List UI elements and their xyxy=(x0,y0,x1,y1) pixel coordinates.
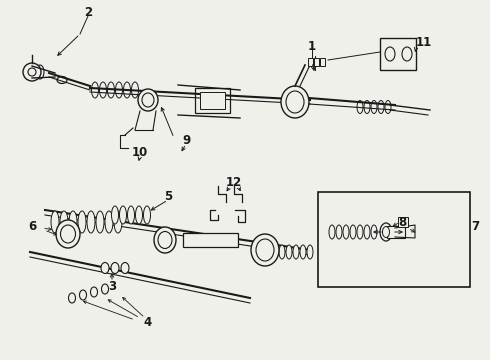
Ellipse shape xyxy=(286,245,292,259)
Ellipse shape xyxy=(99,82,106,98)
Ellipse shape xyxy=(329,225,335,239)
Ellipse shape xyxy=(300,245,306,259)
Ellipse shape xyxy=(357,225,363,239)
Ellipse shape xyxy=(112,206,119,224)
Ellipse shape xyxy=(154,227,176,253)
Ellipse shape xyxy=(343,225,349,239)
Ellipse shape xyxy=(116,82,122,98)
Ellipse shape xyxy=(69,293,75,303)
Ellipse shape xyxy=(385,100,391,113)
Ellipse shape xyxy=(69,211,77,233)
Bar xyxy=(320,58,325,66)
Text: 12: 12 xyxy=(226,175,242,189)
Text: 1: 1 xyxy=(308,40,316,53)
Ellipse shape xyxy=(56,220,80,248)
Ellipse shape xyxy=(364,100,370,113)
Ellipse shape xyxy=(357,100,363,113)
Ellipse shape xyxy=(123,82,130,98)
Ellipse shape xyxy=(142,93,154,107)
Text: 8: 8 xyxy=(398,216,406,229)
Ellipse shape xyxy=(136,206,143,224)
Text: 2: 2 xyxy=(84,5,92,18)
Ellipse shape xyxy=(378,100,384,113)
Ellipse shape xyxy=(144,206,150,224)
Ellipse shape xyxy=(78,211,86,233)
Bar xyxy=(183,233,238,247)
Circle shape xyxy=(23,63,41,81)
Circle shape xyxy=(28,68,36,76)
Ellipse shape xyxy=(380,223,392,241)
Ellipse shape xyxy=(101,262,109,274)
Ellipse shape xyxy=(92,82,98,98)
Text: 11: 11 xyxy=(416,36,432,49)
Ellipse shape xyxy=(121,262,129,274)
Ellipse shape xyxy=(105,211,113,233)
Ellipse shape xyxy=(364,225,370,239)
Bar xyxy=(314,58,319,66)
Ellipse shape xyxy=(79,290,87,300)
Bar xyxy=(398,217,408,227)
Ellipse shape xyxy=(281,86,309,118)
Ellipse shape xyxy=(51,211,59,233)
Ellipse shape xyxy=(371,225,377,239)
Ellipse shape xyxy=(87,211,95,233)
Bar xyxy=(387,226,405,238)
Ellipse shape xyxy=(279,245,285,259)
Ellipse shape xyxy=(60,211,68,233)
Ellipse shape xyxy=(251,234,279,266)
Bar xyxy=(380,38,416,70)
Ellipse shape xyxy=(286,91,304,113)
Ellipse shape xyxy=(256,239,274,261)
Ellipse shape xyxy=(158,231,172,248)
Ellipse shape xyxy=(350,225,356,239)
Ellipse shape xyxy=(60,225,75,243)
Text: 6: 6 xyxy=(28,220,36,233)
Text: 10: 10 xyxy=(132,145,148,158)
Text: 9: 9 xyxy=(182,134,190,147)
Bar xyxy=(318,192,470,287)
Ellipse shape xyxy=(402,47,412,61)
Text: 4: 4 xyxy=(144,315,152,328)
Ellipse shape xyxy=(101,284,108,294)
Ellipse shape xyxy=(307,245,313,259)
Ellipse shape xyxy=(138,89,158,111)
Text: 7: 7 xyxy=(471,220,479,233)
Bar xyxy=(195,88,230,113)
Bar xyxy=(200,92,225,109)
Text: 5: 5 xyxy=(164,189,172,202)
Ellipse shape xyxy=(127,206,134,224)
Bar xyxy=(308,58,313,66)
Ellipse shape xyxy=(385,47,395,61)
Ellipse shape xyxy=(336,225,342,239)
Ellipse shape xyxy=(120,206,126,224)
Text: 3: 3 xyxy=(108,279,116,292)
Ellipse shape xyxy=(57,77,67,84)
Ellipse shape xyxy=(107,82,115,98)
Ellipse shape xyxy=(131,82,139,98)
Ellipse shape xyxy=(293,245,299,259)
Ellipse shape xyxy=(371,100,377,113)
Ellipse shape xyxy=(383,226,390,238)
Ellipse shape xyxy=(91,287,98,297)
Ellipse shape xyxy=(111,262,119,274)
Ellipse shape xyxy=(36,65,44,79)
Ellipse shape xyxy=(114,211,122,233)
Ellipse shape xyxy=(96,211,104,233)
